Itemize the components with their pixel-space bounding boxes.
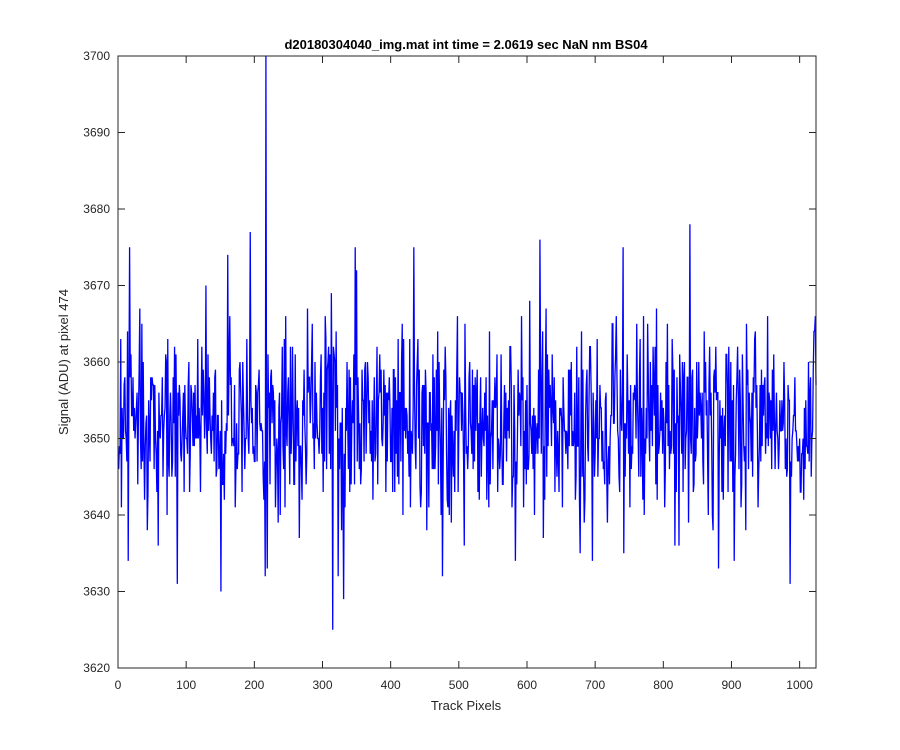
x-axis-label: Track Pixels: [431, 698, 502, 713]
x-tick-label: 600: [517, 678, 537, 692]
y-tick-label: 3660: [83, 355, 110, 369]
x-tick-label: 700: [585, 678, 605, 692]
y-tick-label: 3690: [83, 126, 110, 140]
y-tick-label: 3670: [83, 279, 110, 293]
plot-area: [118, 56, 816, 668]
series-group: [118, 55, 817, 630]
x-tick-label: 200: [244, 678, 264, 692]
y-tick-label: 3700: [83, 49, 110, 63]
x-tick-label: 900: [721, 678, 741, 692]
x-axis: 0 100 200 300 400 500 600 700 800 900 1000: [115, 56, 813, 692]
x-tick-label: 300: [312, 678, 332, 692]
y-tick-label: 3640: [83, 508, 110, 522]
y-tick-label: 3630: [83, 585, 110, 599]
x-tick-label: 100: [176, 678, 196, 692]
y-tick-label: 3650: [83, 432, 110, 446]
x-tick-label: 800: [653, 678, 673, 692]
x-tick-label: 1000: [786, 678, 813, 692]
series-line: [118, 55, 817, 630]
x-tick-label: 500: [449, 678, 469, 692]
x-tick-label: 400: [381, 678, 401, 692]
y-axis-label: Signal (ADU) at pixel 474: [56, 289, 71, 435]
chart-title: d20180304040_img.mat int time = 2.0619 s…: [284, 37, 648, 52]
y-tick-label: 3680: [83, 202, 110, 216]
y-axis: 3620 3630 3640 3650 3660 3670 3680 3690 3700: [83, 49, 816, 675]
y-tick-label: 3620: [83, 661, 110, 675]
x-tick-label: 0: [115, 678, 122, 692]
